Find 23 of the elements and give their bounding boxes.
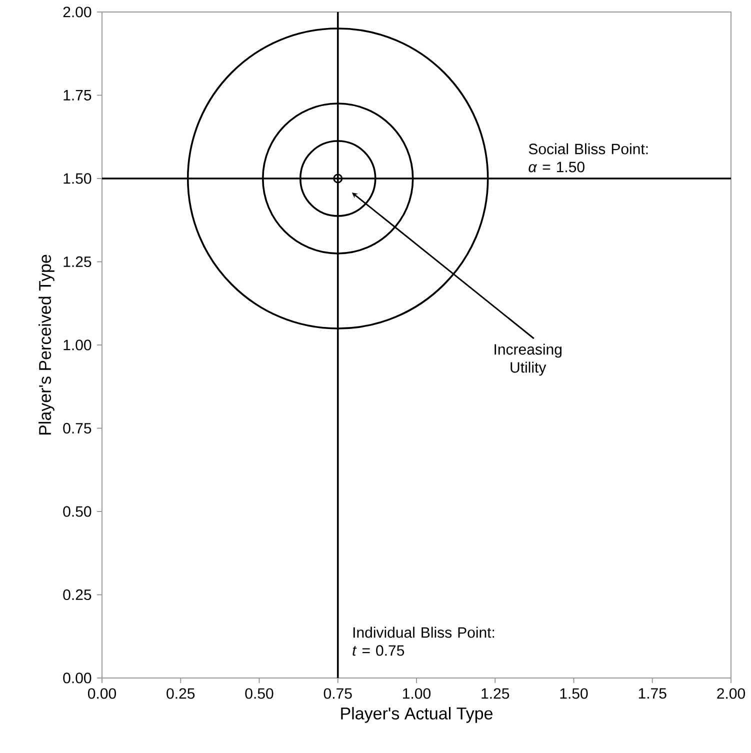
x-tick-label: 1.50	[560, 688, 588, 699]
y-tick-label: 0.25	[63, 589, 92, 600]
x-axis-title: Player's Actual Type	[341, 707, 492, 723]
x-tick-label: 1.75	[638, 688, 666, 699]
y-tick-label: 1.75	[64, 90, 92, 100]
y-tick-label: 0.50	[63, 506, 92, 517]
ref-line-label: Social Bliss Point: α = 1.50	[528, 143, 648, 172]
y-tick-label: 0.75	[63, 422, 92, 434]
x-tick-label: 1.25	[482, 688, 510, 699]
x-tick-label: 0.25	[166, 688, 195, 699]
y-tick-label: 1.50	[64, 173, 92, 184]
y-tick-label: 0.00	[63, 672, 92, 684]
x-tick-label: 0.75	[324, 688, 352, 699]
ref-line-label: Individual Bliss Point: t = 0.75	[352, 626, 494, 656]
x-tick-label: 1.00	[403, 688, 430, 699]
y-tick-label: 1.25	[64, 256, 92, 268]
x-tick-label: 0.50	[245, 688, 274, 699]
annotation: Increasing Utility	[494, 344, 562, 376]
y-tick-label: 2.00	[63, 6, 92, 18]
x-tick-label: 2.00	[717, 688, 745, 699]
x-tick-label: 0.00	[88, 688, 116, 699]
y-tick-label: 1.00	[64, 340, 92, 350]
y-axis-title: Player's Perceived Type	[38, 254, 54, 435]
